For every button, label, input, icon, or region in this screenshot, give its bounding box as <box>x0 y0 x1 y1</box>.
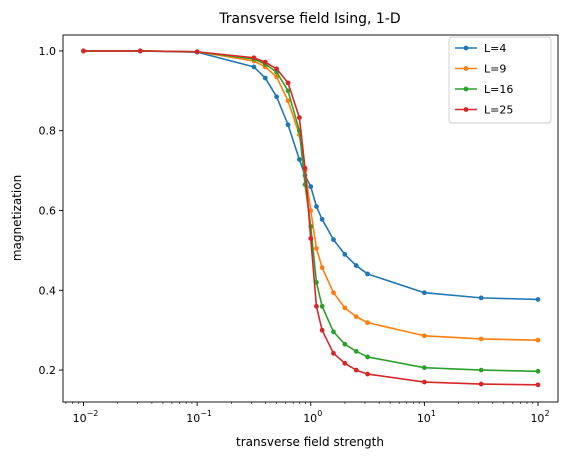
legend-label: L=9 <box>484 63 506 76</box>
data-point <box>421 379 427 385</box>
data-point <box>478 381 484 387</box>
data-point <box>535 368 541 374</box>
x-tick-exponent: 1 <box>431 409 436 418</box>
data-point <box>535 297 541 302</box>
data-point <box>478 336 484 342</box>
legend-label: L=16 <box>484 83 513 96</box>
data-point <box>296 157 302 162</box>
x-tick-base: 10 <box>417 412 431 425</box>
x-tick-label: 10−2 <box>73 409 99 425</box>
y-tick-label: 0.6 <box>39 205 57 218</box>
x-tick-base: 10 <box>303 412 317 425</box>
data-point <box>421 365 427 371</box>
legend-swatch-marker <box>463 66 469 71</box>
data-point <box>365 371 370 377</box>
x-tick-exponent: −1 <box>200 409 212 418</box>
data-point <box>314 246 319 251</box>
data-point <box>331 350 336 356</box>
x-tick-base: 10 <box>530 412 544 425</box>
data-point <box>319 216 325 222</box>
data-point <box>285 88 291 94</box>
x-tick-label: 102 <box>530 409 549 425</box>
data-point <box>285 80 291 86</box>
y-tick-label: 0.2 <box>39 364 57 377</box>
data-point <box>314 204 319 209</box>
data-point <box>296 115 302 120</box>
data-point <box>308 184 314 189</box>
data-point <box>535 382 541 388</box>
data-point <box>331 290 336 296</box>
data-point <box>365 354 370 360</box>
legend-label: L=25 <box>484 104 513 117</box>
data-point <box>319 265 325 270</box>
data-point <box>365 271 370 277</box>
legend-box <box>448 36 552 124</box>
data-point <box>308 208 314 213</box>
data-point <box>319 327 325 333</box>
data-point <box>478 295 484 301</box>
data-point <box>137 48 143 54</box>
data-point <box>274 94 280 100</box>
data-point <box>342 341 348 347</box>
axis-ticks: 0.20.40.60.81.010−2 10−1 100 101 102 <box>39 45 550 425</box>
data-point <box>331 329 336 335</box>
x-axis-label: transverse field strength <box>236 435 384 449</box>
data-point <box>478 367 484 373</box>
x-tick-label: 101 <box>417 409 436 425</box>
data-point <box>353 314 359 320</box>
legend-swatch-marker <box>463 107 469 112</box>
data-point <box>353 367 359 373</box>
data-point <box>353 348 359 354</box>
data-point <box>251 55 257 61</box>
data-point <box>342 360 348 366</box>
y-tick-label: 0.4 <box>39 284 57 297</box>
plot-area <box>81 48 541 388</box>
legend: L=4 L=9 L=16 L=25 <box>448 36 552 124</box>
y-tick-label: 0.8 <box>39 125 57 138</box>
data-point <box>365 320 370 326</box>
data-point <box>421 290 427 296</box>
data-point <box>274 74 280 80</box>
x-tick-exponent: 2 <box>544 409 549 418</box>
data-point <box>331 237 336 243</box>
x-tick-exponent: −2 <box>87 409 99 418</box>
data-point <box>251 64 257 70</box>
y-axis-label: magnetization <box>10 175 24 261</box>
data-point <box>308 236 314 241</box>
x-tick-exponent: 0 <box>317 409 322 418</box>
data-point <box>535 337 541 343</box>
data-point <box>81 48 86 54</box>
legend-swatch-marker <box>463 86 469 92</box>
x-tick-base: 10 <box>186 412 200 425</box>
legend-label: L=4 <box>484 42 506 55</box>
chart-title: Transverse field Ising, 1-D <box>218 11 400 27</box>
data-point <box>319 303 325 309</box>
data-point <box>342 305 348 311</box>
data-point <box>194 49 200 55</box>
data-point <box>353 263 359 268</box>
data-point <box>342 252 348 257</box>
data-point <box>285 98 291 104</box>
x-tick-base: 10 <box>73 412 87 425</box>
data-point <box>421 333 427 339</box>
x-tick-label: 10−1 <box>186 409 212 425</box>
data-point <box>314 303 319 309</box>
data-point <box>262 59 268 65</box>
data-point <box>285 122 291 128</box>
legend-swatch-marker <box>463 45 469 51</box>
data-point <box>274 66 280 72</box>
data-point <box>302 165 308 171</box>
x-tick-label: 100 <box>303 409 322 425</box>
y-tick-label: 1.0 <box>39 45 57 58</box>
data-point <box>262 75 268 81</box>
